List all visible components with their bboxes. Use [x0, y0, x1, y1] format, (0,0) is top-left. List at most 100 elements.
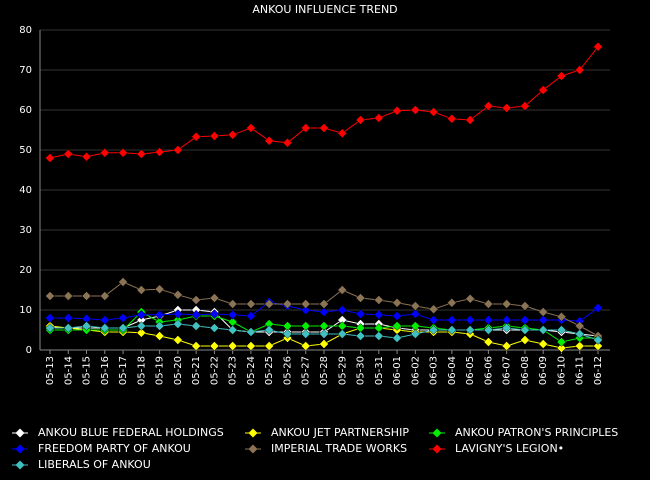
data-point [483, 101, 494, 111]
data-point [99, 291, 110, 301]
data-point [483, 315, 494, 325]
data-point [264, 325, 275, 335]
data-point [355, 293, 366, 303]
data-point [227, 325, 238, 335]
data-point [355, 115, 366, 125]
data-point [173, 289, 183, 300]
data-point [136, 321, 147, 331]
data-point [154, 147, 165, 157]
data-point [45, 153, 55, 163]
data-point [264, 341, 275, 351]
legend-marker [15, 460, 25, 470]
y-tick-label: 0 [26, 345, 32, 356]
data-point [173, 309, 183, 319]
data-point [118, 147, 128, 158]
x-tick-label: 06-12 [593, 356, 604, 385]
data-point [191, 131, 201, 142]
x-tick-label: 06-03 [429, 356, 440, 385]
x-tick-label: 05-21 [191, 356, 202, 385]
data-point [81, 291, 92, 301]
data-point [428, 107, 439, 117]
data-point [520, 315, 530, 325]
data-point [520, 335, 530, 345]
data-point [501, 341, 512, 351]
data-point [191, 295, 201, 305]
legend-label: ANKOU BLUE FEDERAL HOLDINGS [38, 426, 224, 439]
data-point [337, 285, 348, 295]
x-tick-label: 05-24 [246, 356, 257, 385]
data-point [81, 151, 92, 162]
x-tick-label: 05-17 [118, 356, 129, 385]
x-tick-label: 06-04 [447, 356, 458, 385]
legend-label: IMPERIAL TRADE WORKS [271, 442, 407, 455]
data-point [556, 337, 567, 347]
data-point [99, 323, 110, 333]
x-tick-label: 06-06 [483, 356, 494, 385]
y-tick-label: 10 [19, 305, 32, 316]
data-point [520, 301, 530, 311]
data-point [447, 113, 457, 124]
data-point [593, 341, 603, 351]
data-point [465, 325, 475, 335]
data-point [501, 299, 512, 309]
x-tick-label: 05-23 [228, 356, 239, 385]
data-point [209, 131, 220, 141]
data-point [246, 327, 256, 337]
data-point [246, 123, 256, 133]
data-point [410, 329, 421, 339]
data-point [246, 299, 256, 309]
data-point [118, 323, 128, 333]
data-point [154, 284, 165, 295]
data-point [173, 145, 183, 155]
data-point [118, 277, 128, 287]
data-point [483, 337, 494, 347]
data-point [556, 311, 567, 322]
data-point [574, 329, 585, 339]
data-point [593, 41, 603, 52]
data-point [246, 341, 256, 351]
x-tick-label: 05-30 [356, 356, 367, 385]
y-tick-label: 30 [19, 225, 32, 236]
legend-label: ANKOU PATRON'S PRINCIPLES [455, 426, 618, 439]
data-point [282, 299, 293, 309]
data-point [191, 321, 201, 331]
x-tick-label: 05-18 [136, 356, 147, 385]
data-point [574, 65, 585, 75]
data-point [118, 313, 128, 323]
data-point [410, 309, 421, 319]
data-point [483, 299, 494, 309]
data-point [136, 327, 147, 338]
data-point [154, 321, 165, 331]
data-point [45, 313, 55, 323]
data-point [337, 329, 348, 339]
data-point [300, 305, 311, 315]
data-point [447, 325, 457, 335]
data-point [300, 341, 311, 351]
x-tick-label: 05-14 [63, 356, 74, 385]
y-tick-label: 70 [19, 65, 32, 76]
data-point [319, 123, 329, 133]
data-point [209, 323, 220, 333]
data-point [556, 71, 567, 81]
data-point [227, 129, 238, 140]
data-point [355, 331, 366, 341]
x-tick-label: 05-26 [282, 356, 293, 385]
legend-marker [432, 444, 442, 454]
data-point [465, 115, 475, 125]
data-point [373, 309, 384, 320]
data-point [593, 335, 603, 345]
legend-label: LIBERALS OF ANKOU [38, 458, 151, 471]
x-tick-label: 06-05 [465, 356, 476, 385]
data-point [63, 291, 74, 301]
data-point [465, 293, 475, 304]
data-point [209, 293, 220, 303]
data-point [63, 149, 74, 159]
data-point [556, 343, 567, 353]
x-tick-label: 05-16 [100, 356, 111, 385]
data-point [209, 309, 220, 319]
data-point [373, 295, 384, 305]
y-tick-label: 50 [19, 145, 32, 156]
x-tick-label: 06-02 [410, 356, 421, 385]
x-tick-label: 05-25 [264, 356, 275, 385]
data-point [227, 341, 238, 351]
